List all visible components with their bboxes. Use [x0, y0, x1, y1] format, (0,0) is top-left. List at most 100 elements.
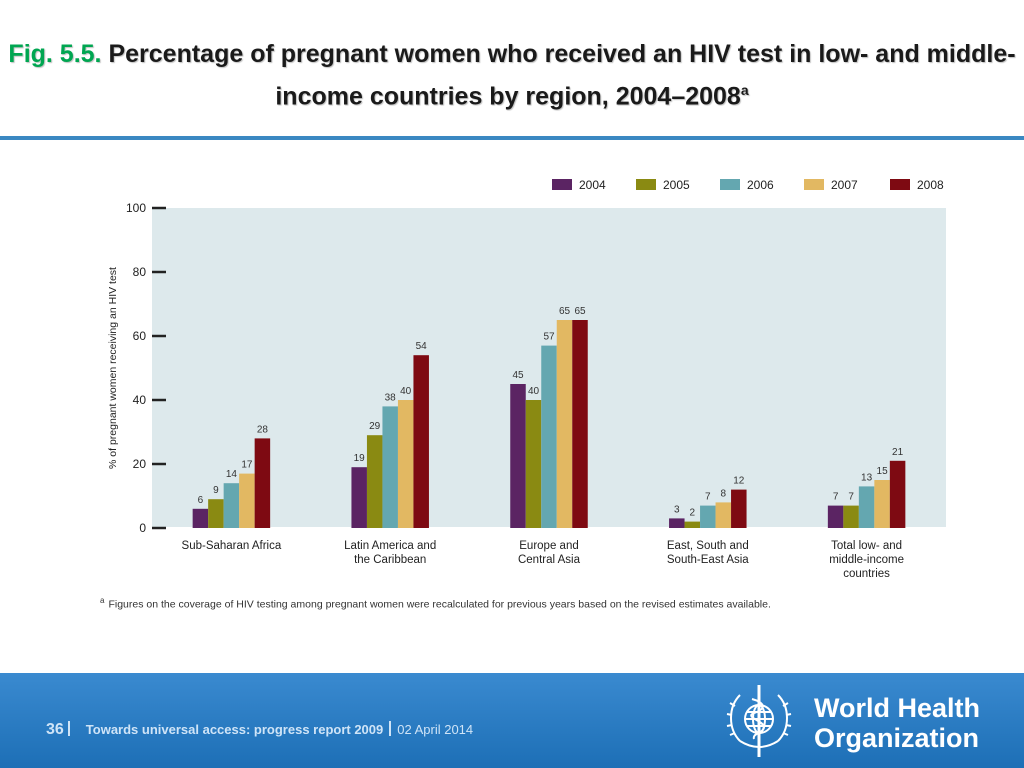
data-label: 7 — [833, 492, 839, 503]
bar — [700, 505, 716, 528]
bar — [351, 467, 367, 528]
footer-date: 02 April 2014 — [397, 722, 474, 737]
bar — [208, 499, 224, 528]
data-label: 19 — [354, 453, 366, 464]
category-label-line: Latin America and — [344, 540, 436, 552]
data-label: 65 — [574, 306, 586, 317]
legend-swatch — [890, 179, 910, 190]
bar — [525, 400, 542, 528]
legend-label: 2006 — [747, 178, 774, 192]
org-name-line2: Organization — [814, 723, 980, 753]
category-label-line: the Caribbean — [354, 554, 426, 566]
data-label: 54 — [416, 341, 428, 352]
category-label: Latin America and the Caribbean — [344, 540, 436, 566]
data-label: 17 — [241, 460, 253, 471]
category-label: Sub-Saharan Africa — [182, 540, 282, 552]
category-label: Europe and Central Asia — [518, 540, 581, 566]
data-label: 12 — [733, 476, 745, 487]
data-label: 14 — [226, 469, 238, 480]
data-label: 65 — [559, 306, 571, 317]
bar — [223, 483, 240, 528]
bar — [413, 355, 429, 528]
data-label: 2 — [690, 508, 696, 519]
bar — [715, 502, 732, 528]
bar — [397, 400, 414, 528]
org-name: World Health Organization — [814, 693, 980, 753]
bar — [541, 345, 557, 528]
bar — [827, 505, 844, 528]
y-tick-label: 0 — [139, 521, 146, 535]
bar — [510, 384, 526, 528]
category-label-line: countries — [843, 568, 890, 580]
footnote-text: Figures on the coverage of HIV testing a… — [108, 598, 771, 611]
legend-label: 2008 — [917, 178, 944, 192]
bar — [556, 320, 573, 528]
org-name-line1: World Health — [814, 693, 981, 723]
data-label: 57 — [543, 332, 555, 343]
footer-info: 36 Towards universal access: progress rep… — [46, 721, 473, 739]
bar — [239, 473, 255, 528]
bar — [366, 435, 383, 528]
data-label: 9 — [213, 485, 219, 496]
data-label: 38 — [385, 392, 397, 403]
report-title: Towards universal access: progress repor… — [85, 722, 384, 737]
y-axis-title: % of pregnant women receiving an HIV tes… — [107, 267, 119, 469]
who-emblem-icon — [726, 685, 792, 757]
y-tick-label: 20 — [133, 457, 147, 471]
data-label: 15 — [877, 466, 889, 477]
title-footnote-marker: a — [740, 82, 749, 98]
legend-label: 2004 — [579, 178, 606, 192]
legend-label: 2007 — [831, 178, 858, 192]
category-label: Total low- and middle-income countries — [829, 540, 904, 580]
bar — [858, 486, 875, 528]
bar — [684, 521, 701, 528]
bar — [889, 460, 906, 528]
bar — [874, 480, 890, 528]
bar-chart: 0 20 40 60 80 100 % of pregnant women receivin… — [107, 178, 946, 580]
category-label-line: middle-income — [829, 554, 904, 566]
category-label-line: East, South and — [667, 540, 749, 552]
y-tick-label: 80 — [133, 265, 147, 279]
legend-swatch — [552, 179, 572, 190]
bar — [669, 518, 685, 528]
data-label: 7 — [705, 492, 711, 503]
y-tick-label: 100 — [126, 201, 146, 215]
footnote-marker: a — [100, 596, 105, 605]
footnote: a Figures on the coverage of HIV testing … — [100, 596, 771, 611]
data-label: 29 — [369, 421, 381, 432]
category-label-line: Europe and — [519, 540, 578, 552]
data-label: 13 — [861, 472, 873, 483]
bar — [254, 438, 271, 528]
data-label: 28 — [257, 424, 269, 435]
legend-swatch — [636, 179, 656, 190]
bar — [731, 489, 747, 528]
bar — [192, 508, 209, 528]
category-label-line: Sub-Saharan Africa — [182, 540, 282, 552]
category-label: East, South and South-East Asia — [667, 540, 749, 566]
slide-title: Fig. 5.5. Percentage of pregnant women w… — [0, 36, 1024, 114]
bar — [843, 505, 859, 528]
data-label: 6 — [198, 495, 204, 506]
category-label-line: South-East Asia — [667, 554, 749, 566]
legend-label: 2005 — [663, 178, 690, 192]
legend-swatch — [804, 179, 824, 190]
data-label: 8 — [721, 488, 727, 499]
footer-separator — [389, 721, 392, 736]
who-logo: World Health Organization — [718, 681, 1008, 763]
data-label: 40 — [400, 386, 412, 397]
category-label-line: Central Asia — [518, 554, 581, 566]
bar — [382, 406, 398, 528]
bar — [572, 320, 588, 528]
data-label: 21 — [892, 447, 904, 458]
footer-separator — [67, 721, 70, 736]
figure-number: Fig. 5.5. — [8, 40, 102, 68]
data-label: 3 — [674, 504, 680, 515]
data-label: 45 — [512, 370, 524, 381]
figure-title: Percentage of pregnant women who receive… — [108, 40, 1016, 111]
category-label-line: Total low- and — [831, 540, 902, 552]
data-label: 7 — [848, 492, 854, 503]
legend-swatch — [720, 179, 740, 190]
page-number: 36 — [46, 721, 64, 738]
footer-bar: 36 Towards universal access: progress rep… — [0, 673, 1024, 768]
y-tick-label: 60 — [133, 329, 147, 343]
